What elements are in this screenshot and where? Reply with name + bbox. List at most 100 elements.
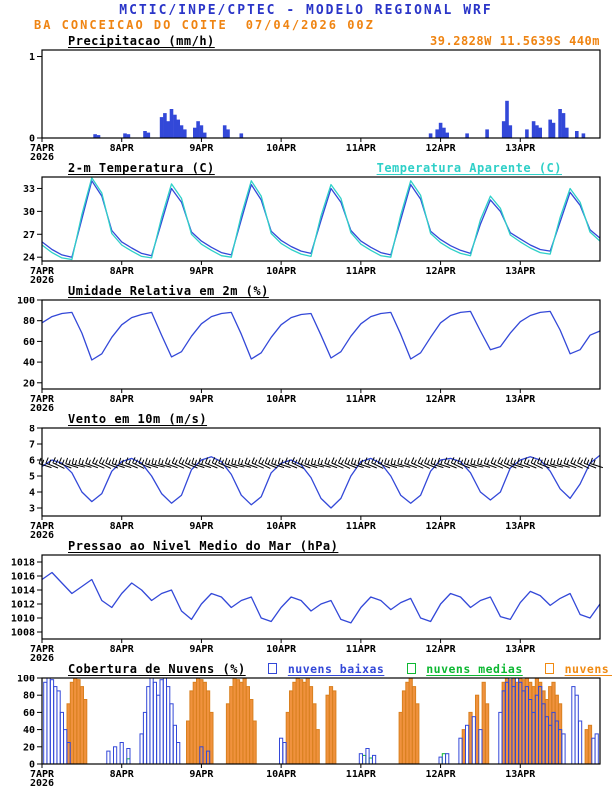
x-tick-label: 7APR: [30, 644, 55, 655]
x-tick-sublabel: 2026: [30, 778, 54, 787]
bar: [119, 742, 124, 765]
x-tick-label: 11APR: [346, 394, 377, 405]
x-tick-sublabel: 2026: [30, 530, 54, 539]
bar: [53, 686, 58, 765]
bar: [76, 679, 81, 765]
bar: [252, 720, 257, 765]
x-tick-label: 9APR: [189, 521, 214, 532]
bar: [471, 716, 476, 765]
panel-precipitation: Precipitacao (mm/h) 39.2828W 11.5639S 44…: [0, 34, 612, 161]
x-tick-label: 12APR: [426, 521, 457, 532]
bar: [59, 711, 64, 765]
x-tick-label: 7APR: [30, 769, 55, 780]
bar: [442, 127, 446, 139]
page-title: MCTIC/INPE/CPTEC - MODELO REGIONAL WRF: [119, 3, 493, 18]
x-tick-label: 13APR: [505, 644, 536, 655]
bar: [587, 724, 593, 765]
y-tick-label: 0: [29, 134, 35, 145]
bar: [202, 681, 207, 765]
y-tick-label: 24: [23, 253, 35, 264]
location-coordinates: 39.2828W 11.5639S 440m: [430, 34, 600, 48]
bar: [551, 122, 556, 139]
bar: [169, 703, 174, 765]
umidade-relativa-line: [41, 310, 601, 361]
y-tick-label: 1014: [11, 586, 35, 597]
legend-item-high-clouds: nuvens altas: [545, 662, 612, 676]
x-tick-label: 7APR: [30, 266, 55, 277]
y-tick-label: 40: [23, 725, 35, 736]
x-tick-label: 12APR: [426, 394, 457, 405]
bar: [575, 131, 579, 139]
bar: [186, 720, 191, 765]
x-tick-label: 10APR: [266, 769, 297, 780]
bar: [229, 686, 234, 765]
y-tick-label: 6: [29, 456, 35, 467]
bar: [368, 757, 373, 765]
x-tick-label: 11APR: [346, 644, 377, 655]
bar: [565, 127, 569, 139]
plot-frame: [41, 427, 601, 517]
apparent-temperature-label: Temperatura Aparente (C): [376, 161, 562, 175]
bar: [176, 119, 180, 139]
bar: [192, 681, 197, 765]
x-tick-sublabel: 2026: [30, 403, 54, 412]
precipitacao-bars: [93, 100, 586, 139]
y-tick-label: 40: [23, 358, 35, 369]
panel-humidity: Umidade Relativa em 2m (%) 20 40 60 80 100 7A…: [0, 284, 612, 412]
legend-label-high-clouds: nuvens altas: [564, 662, 612, 676]
bar: [106, 750, 111, 765]
y-tick-label: 1: [29, 52, 35, 63]
bar: [226, 129, 230, 139]
panel-title-row: Cobertura de Nuvens (%) nuvens baixas nu…: [68, 662, 612, 676]
bar: [398, 711, 403, 765]
bar: [478, 729, 483, 765]
panel-cloud-cover: Cobertura de Nuvens (%) nuvens baixas nu…: [0, 662, 612, 787]
bar: [571, 686, 576, 765]
bar: [305, 677, 310, 765]
panel-temperature: 2-m Temperatura (C) Temperatura Aparente…: [0, 161, 612, 284]
y-tick-label: 100: [17, 297, 35, 307]
bar: [69, 681, 75, 765]
bar: [163, 113, 167, 139]
bar: [558, 109, 562, 139]
bar: [485, 129, 489, 139]
x-tick-label: 12APR: [426, 644, 457, 655]
panel-title-row: 2-m Temperatura (C) Temperatura Aparente…: [68, 161, 602, 175]
y-tick-label: 20: [23, 378, 35, 389]
x-tick-label: 11APR: [346, 266, 377, 277]
bar: [328, 686, 334, 765]
x-tick-label: 8APR: [110, 266, 135, 277]
bar: [285, 711, 290, 765]
bar: [235, 679, 241, 765]
x-tick-label: 8APR: [110, 769, 135, 780]
x-tick-label: 9APR: [189, 266, 214, 277]
bar: [73, 677, 78, 765]
bar: [63, 729, 68, 765]
plot-frame: [41, 49, 601, 139]
x-tick-label: 10APR: [266, 394, 297, 405]
cloud-legend: nuvens baixas nuvens medias nuvens altas: [253, 662, 612, 676]
bar: [581, 133, 586, 139]
x-tick-label: 9APR: [189, 769, 214, 780]
x-tick-label: 7APR: [30, 143, 55, 154]
bar: [193, 127, 197, 139]
bar: [435, 129, 439, 139]
high-clouds-swatch: [545, 663, 555, 674]
bar: [561, 733, 566, 765]
bar: [548, 119, 553, 139]
bar: [156, 694, 161, 765]
bar: [46, 677, 51, 765]
bar: [289, 690, 294, 765]
y-tick-label: 1008: [11, 628, 35, 639]
bar: [535, 125, 539, 139]
x-tick-label: 10APR: [266, 521, 297, 532]
panel-title-row: Pressao ao Nivel Medio do Mar (hPa): [68, 539, 602, 553]
bar: [438, 122, 443, 139]
bar: [408, 677, 413, 765]
bar: [465, 133, 469, 139]
x-tick-label: 13APR: [505, 266, 536, 277]
bar: [166, 121, 170, 139]
bar: [176, 742, 181, 765]
legend-label-mid-clouds: nuvens medias: [426, 662, 523, 676]
